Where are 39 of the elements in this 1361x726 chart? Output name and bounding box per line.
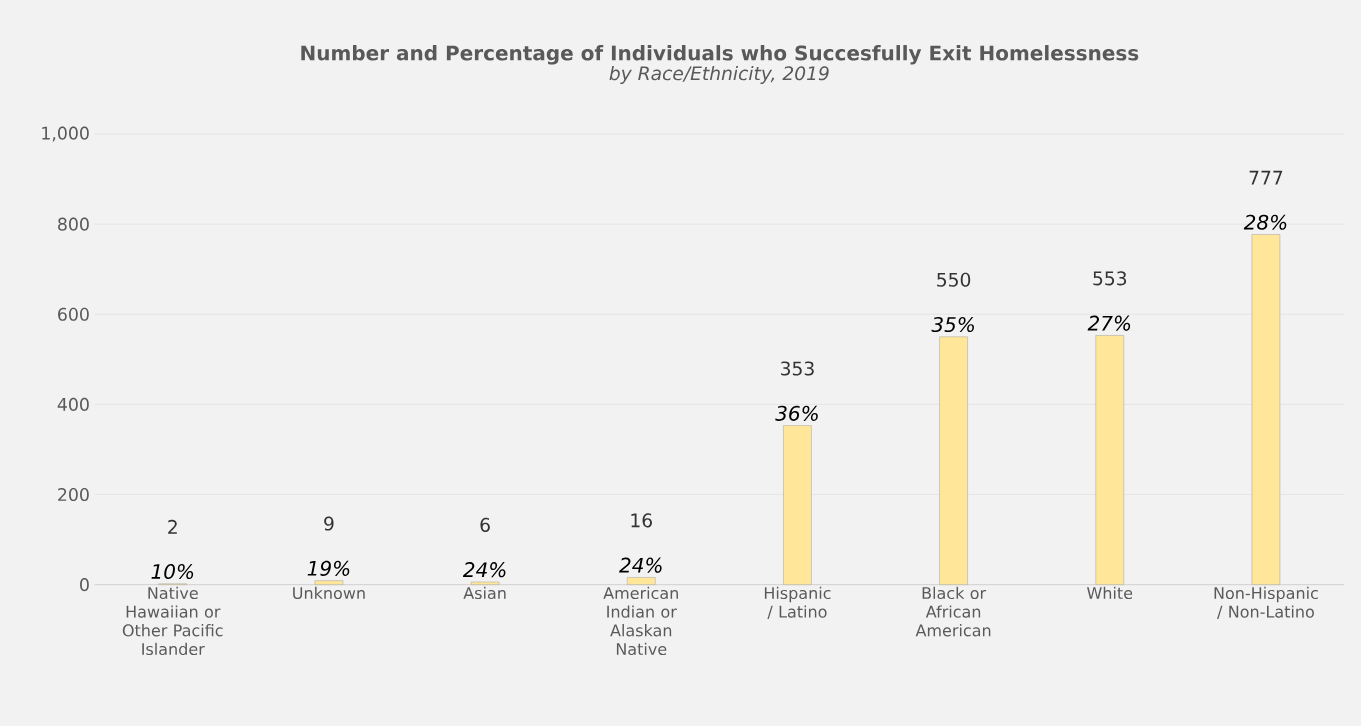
bar xyxy=(1251,234,1281,585)
bar xyxy=(626,577,656,585)
data-label: 2 xyxy=(168,519,177,534)
data-label: 9 xyxy=(324,516,334,531)
x-tick-label: Native Hawaiian or Other Pacific Islander xyxy=(122,586,223,656)
bar xyxy=(783,425,812,585)
data-label: 353 xyxy=(781,361,814,376)
y-tick-label: 0 xyxy=(80,578,89,592)
data-label: 550 xyxy=(937,272,971,287)
bar xyxy=(1095,335,1125,585)
annotation: 24% xyxy=(619,557,662,573)
annotation: 27% xyxy=(1087,315,1131,331)
bar xyxy=(939,336,968,585)
annotation: 24% xyxy=(462,562,506,578)
bar xyxy=(470,581,500,585)
annotation: 35% xyxy=(931,316,974,333)
x-tick-label: Unknown xyxy=(293,586,365,600)
x-tick-label: Hispanic / Latino xyxy=(764,586,831,620)
chart-title: Number and Percentage of Individuals who Succesfully Exit Homelessness xyxy=(301,45,1139,65)
x-tick-label: White xyxy=(1087,586,1133,600)
x-tick-label: Asian xyxy=(463,586,506,600)
annotation: 36% xyxy=(775,405,818,421)
data-label: 16 xyxy=(631,513,652,528)
data-label: 777 xyxy=(1249,170,1283,185)
x-tick-label: Non-Hispanic / Non-Latino xyxy=(1214,586,1318,620)
y-tick-label: 800 xyxy=(58,217,89,231)
x-tick-label: American Indian or Alaskan Native xyxy=(603,586,678,656)
annotation: 19% xyxy=(307,560,350,576)
annotation: 28% xyxy=(1243,214,1287,230)
bar xyxy=(314,580,344,585)
chart-subtitle: by Race/Ethnicity, 2019 xyxy=(609,65,829,84)
x-tick-label: Black or African American xyxy=(915,586,991,637)
y-tick-label: 600 xyxy=(58,307,89,321)
y-tick-label: 400 xyxy=(57,397,89,411)
annotation: 10% xyxy=(151,563,194,580)
y-tick-label: 1,000 xyxy=(42,126,89,142)
data-label: 553 xyxy=(1093,271,1127,286)
y-tick-label: 200 xyxy=(58,487,89,502)
data-label: 6 xyxy=(480,517,490,532)
